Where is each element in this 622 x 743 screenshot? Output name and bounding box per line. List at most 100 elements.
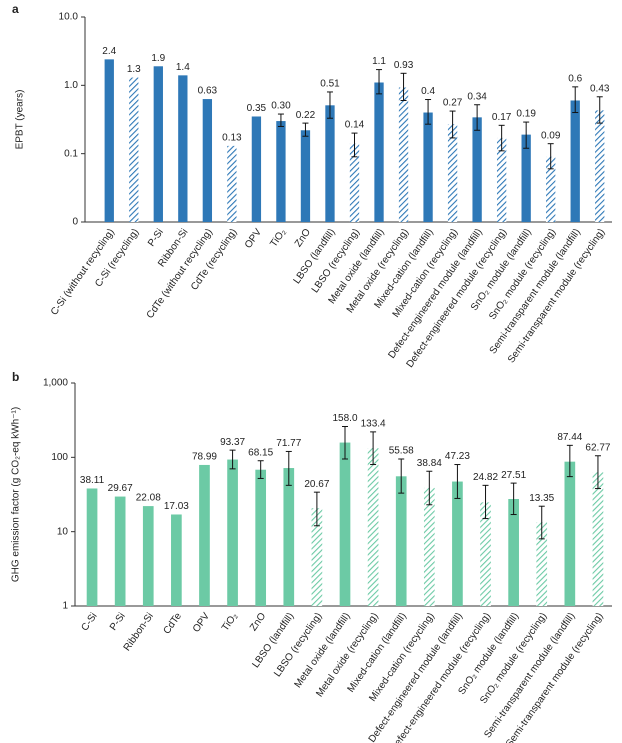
panel-label: a: [12, 2, 19, 16]
value-label: 0.14: [345, 120, 365, 131]
bar: [227, 459, 238, 606]
bar: [592, 472, 604, 606]
panel-label: b: [12, 370, 19, 384]
bar: [251, 116, 262, 222]
value-label: 133.4: [361, 419, 386, 430]
bar: [142, 506, 154, 606]
bar: [255, 469, 267, 606]
bar: [300, 130, 311, 222]
bar: [114, 496, 126, 606]
bar: [423, 487, 435, 606]
value-label: 71.77: [276, 438, 301, 449]
y-tick-label: 0: [72, 217, 78, 228]
value-label: 20.67: [304, 479, 329, 490]
x-tick-label: OPV: [191, 611, 212, 635]
value-label: 27.51: [501, 470, 526, 481]
y-tick-label: 100: [51, 452, 68, 463]
bar: [508, 498, 519, 606]
bar: [472, 117, 482, 222]
bar: [595, 110, 605, 222]
bar: [480, 502, 491, 606]
value-label: 0.4: [421, 86, 435, 97]
value-label: 55.58: [389, 446, 414, 457]
value-label: 17.03: [164, 501, 189, 512]
bar: [178, 75, 188, 222]
bar: [339, 442, 351, 606]
bar: [104, 59, 114, 222]
x-tick-label: ZnO: [293, 227, 313, 249]
bar: [496, 137, 507, 222]
value-label: 0.51: [320, 79, 340, 90]
x-tick-label: P-Si: [146, 227, 166, 249]
bar: [447, 124, 458, 222]
y-tick-label: 1,000: [43, 378, 68, 389]
bar: [276, 121, 286, 222]
value-label: 47.23: [445, 451, 470, 462]
bar: [536, 522, 548, 606]
x-tick-label: OPV: [243, 227, 264, 251]
value-label: 1.1: [372, 56, 386, 67]
value-label: 0.27: [443, 98, 463, 109]
value-label: 2.4: [102, 46, 116, 57]
x-tick-label: P-Si: [108, 611, 128, 633]
value-label: 0.93: [394, 60, 414, 71]
value-label: 93.37: [220, 437, 245, 448]
bar: [395, 476, 407, 606]
y-tick-label: 10: [57, 526, 69, 537]
value-label: 68.15: [248, 447, 273, 458]
value-label: 1.4: [176, 62, 190, 73]
x-tick-label: TiO₂: [220, 611, 240, 633]
value-label: 0.30: [271, 101, 291, 112]
bar: [171, 514, 182, 606]
bar: [452, 481, 463, 606]
bar: [521, 134, 531, 222]
value-label: 0.09: [541, 130, 561, 141]
value-label: 38.84: [417, 458, 442, 469]
bar: [564, 461, 576, 606]
value-label: 78.99: [192, 452, 217, 463]
value-label: 24.82: [473, 472, 498, 483]
value-label: 158.0: [332, 413, 357, 424]
value-label: 0.19: [516, 109, 536, 120]
bar: [325, 105, 335, 222]
bar: [283, 468, 295, 606]
value-label: 0.17: [492, 112, 512, 123]
value-label: 0.63: [198, 86, 218, 97]
value-label: 29.67: [108, 483, 133, 494]
bar: [546, 156, 556, 222]
value-label: 38.11: [80, 475, 105, 486]
bar: [202, 99, 213, 222]
x-tick-label: CdTe: [162, 611, 185, 637]
bar: [227, 145, 237, 222]
bar: [398, 87, 409, 222]
y-tick-label: 1: [62, 601, 68, 612]
bar: [129, 77, 139, 222]
x-tick-label: TiO₂: [268, 227, 288, 249]
value-label: 0.43: [590, 83, 610, 94]
bar: [570, 100, 580, 222]
bar: [423, 112, 433, 222]
bar: [374, 82, 384, 223]
bar: [311, 508, 323, 606]
bar: [86, 488, 98, 606]
bar: [367, 448, 379, 606]
value-label: 0.35: [247, 103, 267, 114]
value-label: 87.44: [557, 432, 582, 443]
y-tick-label: 1.0: [64, 80, 78, 91]
x-tick-label: CdTe (recycling): [189, 227, 239, 292]
value-label: 0.6: [568, 73, 582, 84]
value-label: 0.13: [222, 133, 242, 144]
value-label: 0.22: [296, 110, 316, 121]
bar: [349, 143, 360, 222]
y-axis-label: GHG emission factor (g CO₂-eq kWh⁻¹): [11, 407, 22, 582]
value-label: 22.08: [136, 493, 161, 504]
value-label: 1.9: [151, 53, 165, 64]
value-label: 0.34: [467, 91, 487, 102]
bar: [199, 464, 210, 606]
value-label: 62.77: [585, 442, 610, 453]
value-label: 13.35: [529, 493, 554, 504]
y-axis-label: EPBT (years): [15, 90, 26, 150]
x-tick-label: C-Si: [80, 611, 100, 633]
x-tick-label: ZnO: [248, 611, 268, 633]
